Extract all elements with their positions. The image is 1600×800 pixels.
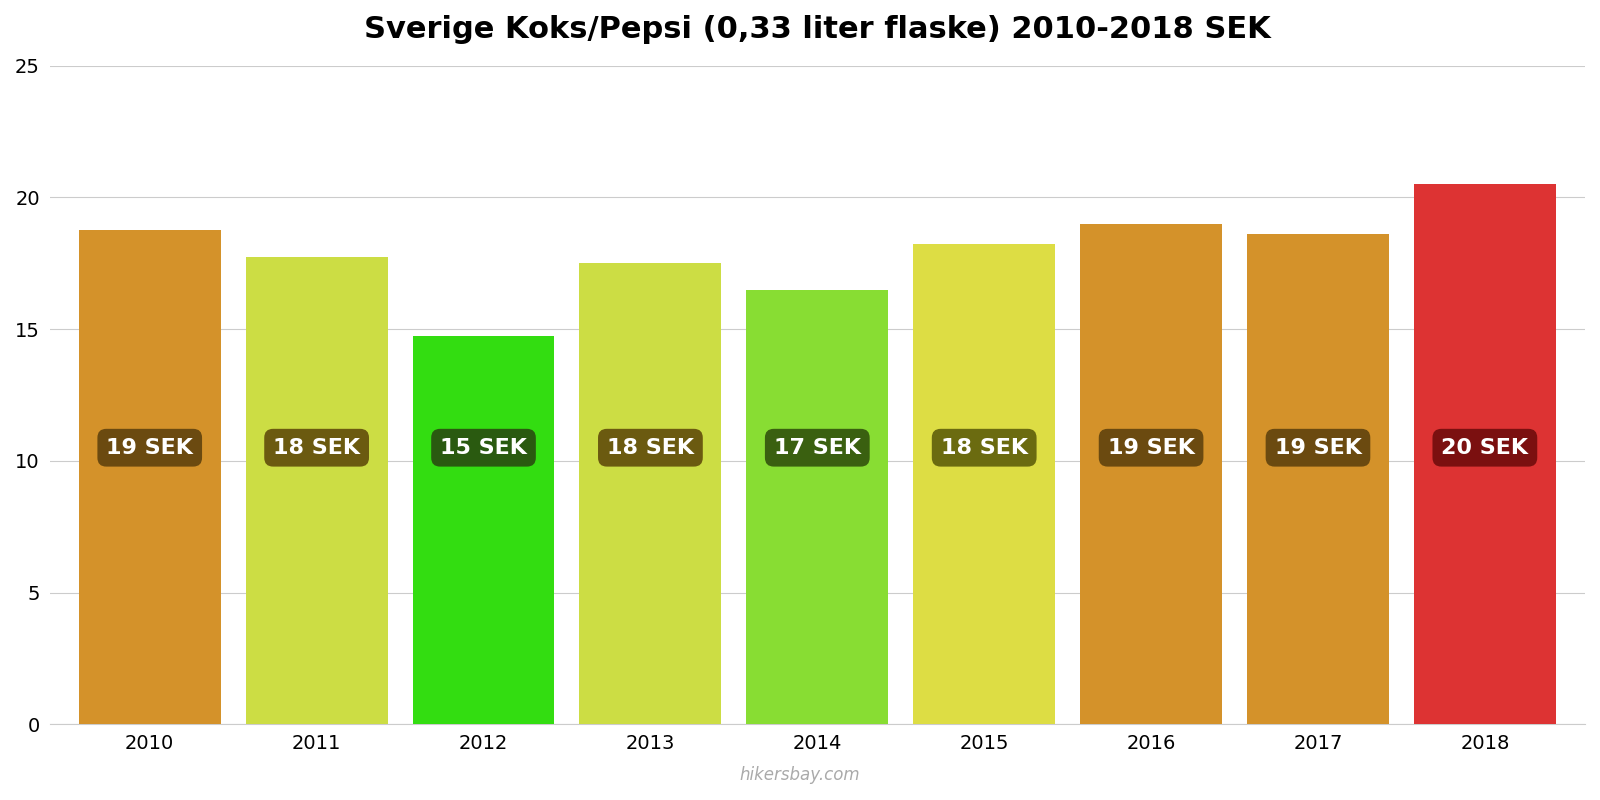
Bar: [579, 263, 722, 724]
Text: 18 SEK: 18 SEK: [941, 438, 1027, 458]
Text: 18 SEK: 18 SEK: [606, 438, 694, 458]
Text: 20 SEK: 20 SEK: [1442, 438, 1528, 458]
Text: 17 SEK: 17 SEK: [774, 438, 861, 458]
Bar: [1414, 184, 1555, 724]
Text: hikersbay.com: hikersbay.com: [739, 766, 861, 784]
Text: 15 SEK: 15 SEK: [440, 438, 526, 458]
Bar: [914, 243, 1054, 724]
Bar: [413, 336, 555, 724]
Bar: [1246, 234, 1389, 724]
Bar: [746, 290, 888, 724]
Bar: [1080, 224, 1222, 724]
Text: 19 SEK: 19 SEK: [106, 438, 194, 458]
Text: 19 SEK: 19 SEK: [1107, 438, 1195, 458]
Text: 19 SEK: 19 SEK: [1275, 438, 1362, 458]
Bar: [78, 230, 221, 724]
Title: Sverige Koks/Pepsi (0,33 liter flaske) 2010-2018 SEK: Sverige Koks/Pepsi (0,33 liter flaske) 2…: [363, 15, 1270, 44]
Bar: [246, 257, 387, 724]
Text: 18 SEK: 18 SEK: [274, 438, 360, 458]
